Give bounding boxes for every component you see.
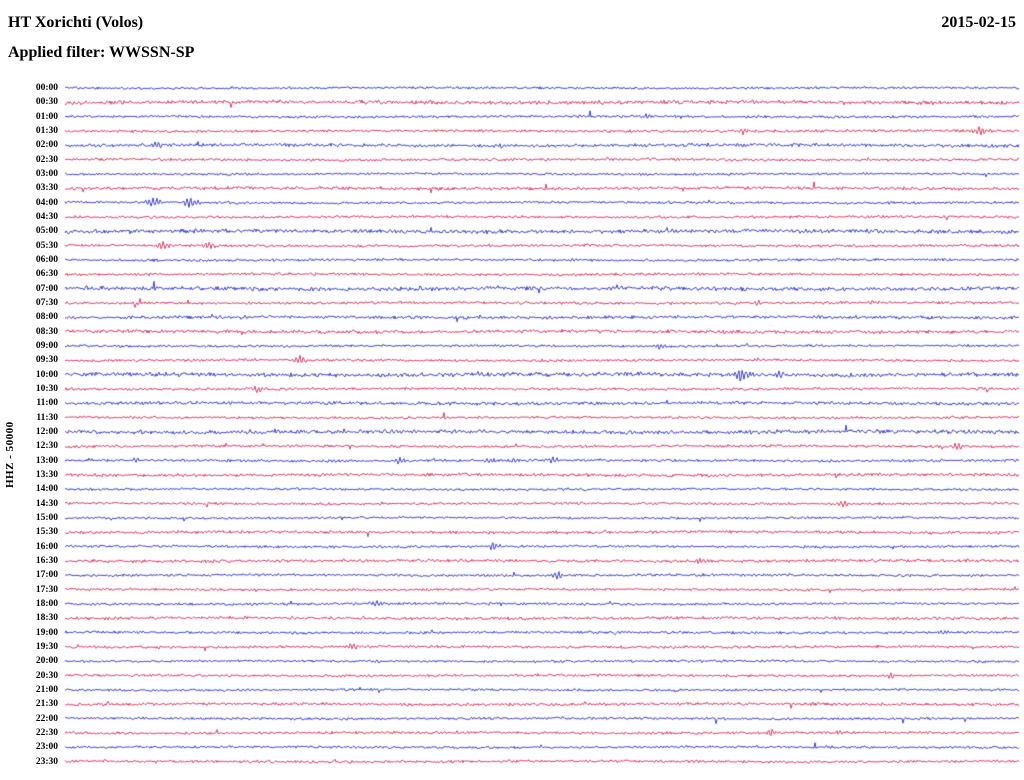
time-label: 06:30 — [35, 269, 58, 280]
time-label: 19:30 — [35, 641, 58, 652]
time-label: 09:30 — [35, 355, 58, 366]
time-label: 17:00 — [35, 570, 58, 581]
time-label: 18:00 — [35, 598, 58, 609]
date-label: 2015-02-15 — [941, 14, 1016, 31]
time-label: 10:00 — [35, 369, 58, 380]
time-label: 00:00 — [35, 83, 58, 93]
time-label: 05:00 — [35, 226, 58, 237]
time-label: 13:00 — [35, 455, 58, 466]
time-label: 11:00 — [36, 398, 58, 409]
seismogram-canvas — [0, 80, 1024, 780]
time-label: 02:30 — [35, 154, 58, 165]
time-label: 10:30 — [35, 383, 58, 394]
time-label: 23:00 — [35, 742, 58, 753]
time-label: 02:00 — [35, 140, 58, 151]
time-label: 05:30 — [35, 240, 58, 251]
time-label: 21:30 — [35, 699, 58, 710]
seismogram-plot-area: 00:00 00:30 01:00 01:30 02:00 02:30 03:00 03:30… — [0, 80, 1024, 780]
time-label: 19:00 — [35, 627, 58, 638]
time-label: 07:00 — [35, 283, 58, 294]
time-label: 09:00 — [35, 340, 58, 351]
time-label: 22:30 — [35, 727, 58, 738]
time-label: 13:30 — [35, 469, 58, 480]
time-label: 03:30 — [35, 183, 58, 194]
filter-label: Applied filter: WWSSN-SP — [8, 44, 195, 61]
time-label: 12:30 — [35, 441, 58, 452]
time-label: 20:00 — [35, 656, 58, 667]
time-label: 01:30 — [35, 125, 58, 136]
time-label: 20:30 — [35, 670, 58, 681]
time-label: 23:30 — [35, 756, 58, 767]
time-label: 14:30 — [35, 498, 58, 509]
time-label: 16:00 — [35, 541, 58, 552]
time-label: 17:30 — [35, 584, 58, 595]
time-label: 12:00 — [35, 426, 58, 437]
time-label: 03:00 — [35, 168, 58, 179]
time-label: 01:00 — [35, 111, 58, 122]
time-label: 18:30 — [35, 613, 58, 624]
time-label: 06:00 — [35, 254, 58, 265]
time-label: 00:30 — [35, 97, 58, 108]
time-label: 14:00 — [35, 484, 58, 495]
station-title: HT Xorichti (Volos) — [8, 14, 144, 31]
time-label: 21:00 — [35, 684, 58, 695]
time-label: 08:30 — [35, 326, 58, 337]
time-label: 16:30 — [35, 555, 58, 566]
time-label: 08:00 — [35, 312, 58, 323]
time-label: 04:30 — [35, 211, 58, 222]
time-label: 04:00 — [35, 197, 58, 208]
time-label: 07:30 — [35, 297, 58, 308]
time-label: 15:30 — [35, 527, 58, 538]
time-label: 11:30 — [36, 412, 58, 423]
time-label: 15:00 — [35, 512, 58, 523]
time-label: 22:00 — [35, 713, 58, 724]
